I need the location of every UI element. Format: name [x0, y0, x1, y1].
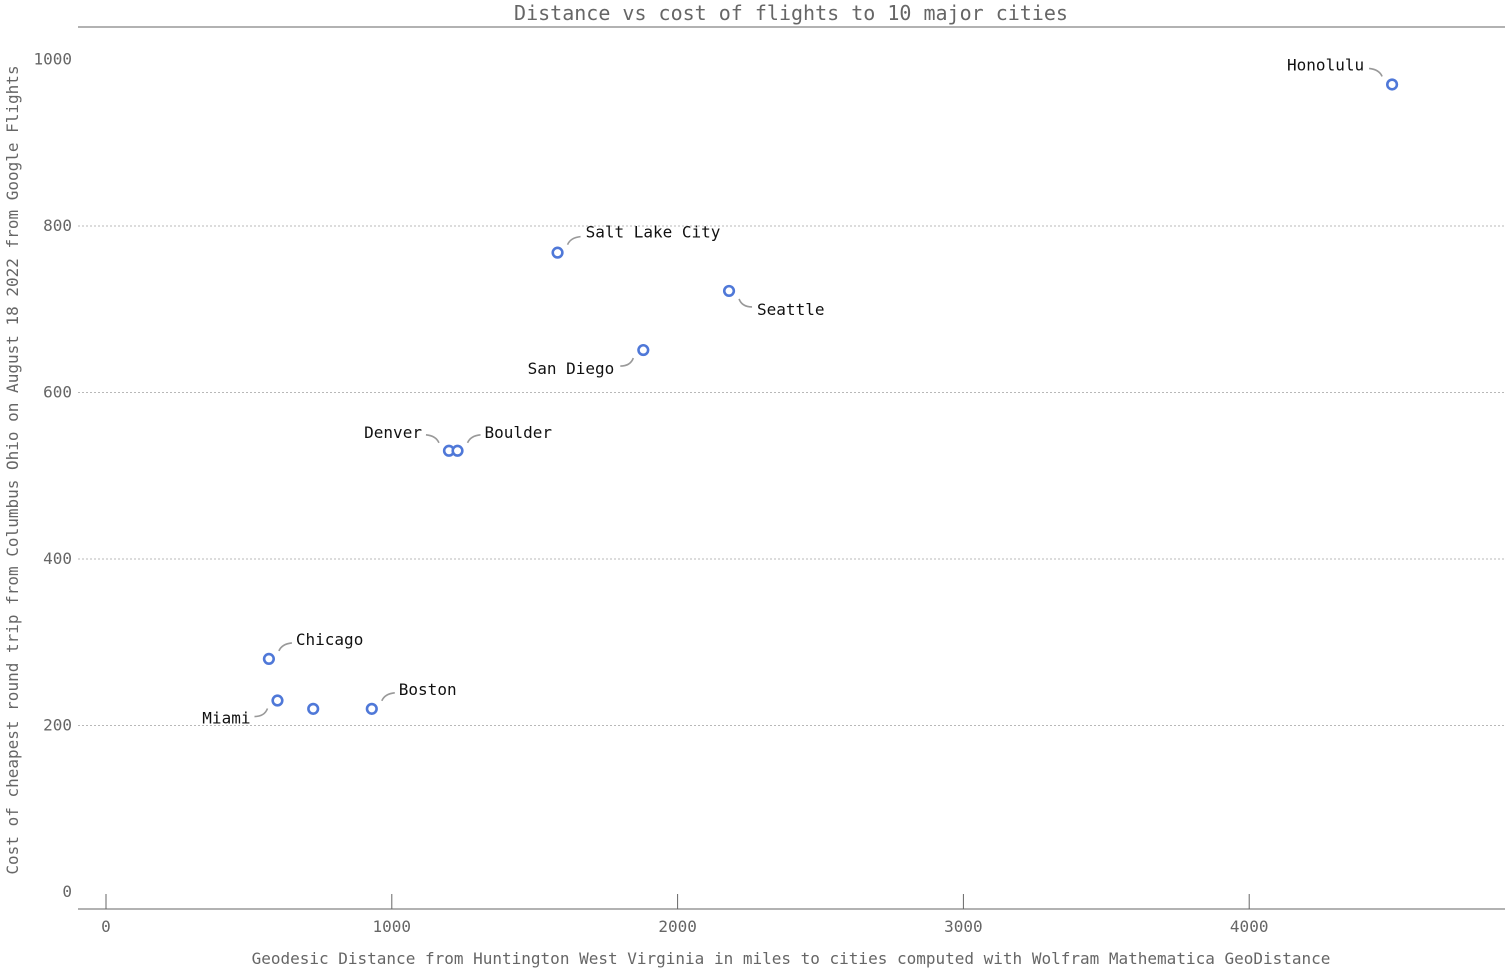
point-label: Seattle — [757, 300, 824, 319]
point-label: Miami — [202, 709, 250, 728]
y-ticks: 0 200 400 600 800 1000 — [33, 50, 72, 902]
y-axis-title: Cost of cheapest round trip from Columbu… — [3, 65, 22, 874]
data-point — [451, 444, 464, 457]
point-label: Denver — [364, 423, 422, 442]
point-label: Boulder — [485, 423, 553, 442]
x-ticks: 0 1000 2000 3000 4000 — [101, 894, 1268, 936]
point-label: Boston — [399, 680, 457, 699]
y-tick-label: 1000 — [33, 50, 72, 69]
data-point — [551, 246, 564, 259]
point-label: Chicago — [296, 630, 363, 649]
label-leader — [566, 235, 581, 245]
x-tick-label: 0 — [101, 917, 111, 936]
data-point — [1385, 78, 1399, 91]
data-point — [722, 284, 736, 298]
y-tick-label: 200 — [43, 716, 72, 735]
label-leader — [254, 708, 269, 718]
label-leaders — [254, 67, 1383, 718]
label-leader — [466, 433, 481, 444]
label-leader — [620, 357, 635, 367]
data-point — [271, 694, 284, 707]
x-tick-label: 3000 — [944, 917, 983, 936]
label-leader — [381, 692, 395, 702]
y-tick-label: 600 — [43, 383, 72, 402]
label-leader — [278, 642, 293, 652]
label-leader — [1369, 67, 1383, 77]
x-tick-label: 2000 — [658, 917, 697, 936]
chart-title: Distance vs cost of flights to 10 major … — [514, 1, 1068, 25]
x-axis-title: Geodesic Distance from Huntington West V… — [252, 949, 1331, 968]
y-tick-label: 800 — [43, 216, 72, 235]
x-tick-label: 1000 — [373, 917, 412, 936]
point-label: Salt Lake City — [586, 223, 721, 242]
point-label: Honolulu — [1287, 55, 1364, 74]
gridlines — [78, 225, 1505, 726]
data-point — [262, 652, 276, 666]
data-point — [637, 343, 650, 357]
label-leader — [425, 433, 440, 444]
point-label: San Diego — [528, 359, 615, 378]
y-tick-label: 0 — [62, 882, 72, 901]
label-leader — [738, 298, 753, 308]
data-points — [262, 78, 1399, 715]
data-point — [307, 702, 320, 715]
x-tick-label: 4000 — [1230, 917, 1269, 936]
y-tick-label: 400 — [43, 549, 72, 568]
data-point — [365, 702, 378, 715]
point-labels: Honolulu Salt Lake City Seattle San Diego De… — [202, 55, 1364, 727]
